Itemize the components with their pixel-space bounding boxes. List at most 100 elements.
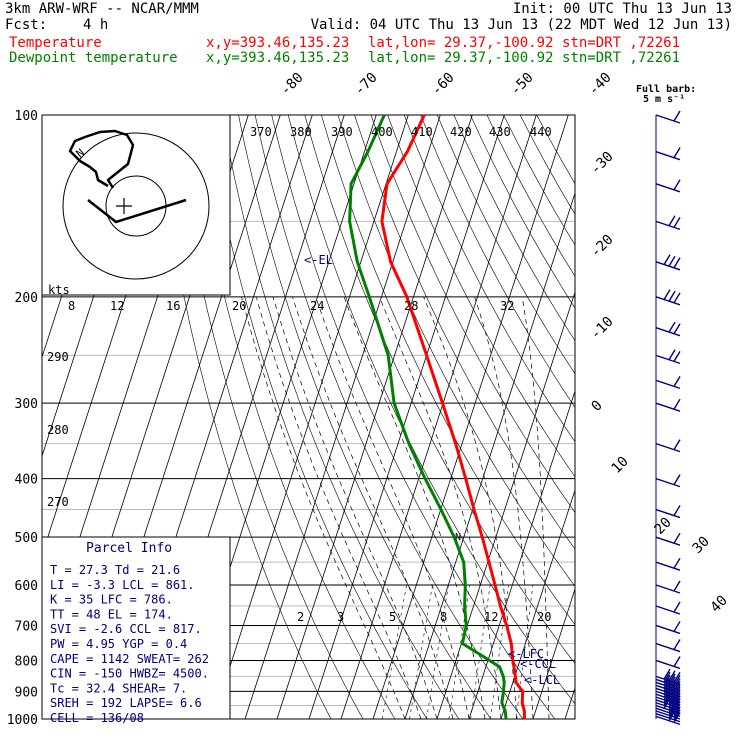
wind-barb xyxy=(655,656,681,670)
theta-label: 410 xyxy=(411,125,433,139)
barb-staff xyxy=(655,678,681,689)
parcel-row: CIN = -150 HWBZ= 4500. xyxy=(50,667,209,681)
parcel-row: K = 35 LFC = 786. xyxy=(50,593,173,607)
barb-flag xyxy=(673,474,681,486)
barb-staff xyxy=(655,296,681,306)
dewpoint-legend-station: stn=DRT ,72261 xyxy=(562,50,681,66)
isotherm-tick-label: -80 xyxy=(278,70,307,99)
barb-flag xyxy=(673,639,681,650)
isotherm-tick-label: 10 xyxy=(609,454,632,477)
barb-staff xyxy=(655,150,681,161)
barb-flag xyxy=(668,673,676,685)
parcel-mark: N xyxy=(455,532,461,543)
valid-time: Valid: 04 UTC Thu 13 Jun 13 (22 MDT Wed … xyxy=(310,17,732,33)
barb-staff xyxy=(655,354,681,365)
isotherm-line xyxy=(532,587,575,719)
dry-adiabat-line xyxy=(354,115,575,550)
barb-flag xyxy=(673,601,681,613)
mixing-ratio-label: 2 xyxy=(297,610,304,624)
pressure-tick-label: 400 xyxy=(15,473,38,488)
mixing-ratio-line xyxy=(489,584,509,719)
barb-staff xyxy=(655,379,681,390)
theta-label: 440 xyxy=(530,125,552,139)
hodograph-center xyxy=(116,198,132,214)
isotherm-tick-label: -60 xyxy=(429,70,458,99)
isotherm-line xyxy=(436,290,575,719)
parcel-row: SREH = 192 LAPSE= 6.6 xyxy=(50,696,202,710)
wind-barbs xyxy=(655,110,681,726)
wind-barb xyxy=(655,639,681,653)
wind-barb xyxy=(655,110,681,124)
wind-barb xyxy=(655,398,681,412)
dry-adiabat-line xyxy=(271,115,556,719)
hodograph-frame xyxy=(41,114,231,296)
isotherm-tick-label: 20 xyxy=(652,515,675,538)
wind-barb xyxy=(655,215,681,231)
barb-flag xyxy=(673,621,681,632)
theta-label: 380 xyxy=(290,125,312,139)
hodograph-ring-label: 16 xyxy=(166,299,180,313)
isotherm-line xyxy=(500,488,575,719)
barb-flag xyxy=(663,289,671,300)
wind-barb xyxy=(655,254,681,271)
mixing-ratio-line xyxy=(426,584,449,719)
barb-staff xyxy=(655,642,681,653)
pressure-tick-label: 1000 xyxy=(7,713,38,728)
wind-barb xyxy=(655,505,681,519)
barb-staff xyxy=(655,261,681,271)
temperature-legend-station: stn=DRT ,72261 xyxy=(562,35,681,51)
wind-barb xyxy=(655,321,681,337)
wind-barb xyxy=(655,474,681,488)
level-marker: <-CCL xyxy=(520,657,556,671)
dry-adiabat-line xyxy=(238,115,492,719)
pressure-tick-label: 700 xyxy=(15,619,38,634)
temperature-line xyxy=(380,115,526,719)
temperature-legend-name: Temperature xyxy=(9,35,102,51)
mixing-ratio-label: 3 xyxy=(337,610,344,624)
barb-legend-unit: 5 m s⁻¹ xyxy=(643,94,686,105)
barb-flag xyxy=(673,179,681,191)
forecast-hours: 4 h xyxy=(83,17,109,33)
level-marker: <-EL xyxy=(304,253,333,267)
barb-flag xyxy=(673,557,681,569)
pressure-tick-label: 600 xyxy=(15,579,38,594)
barb-flag xyxy=(673,375,681,387)
barb-staff xyxy=(655,713,681,723)
parcel-row: T = 27.3 Td = 21.6 xyxy=(50,563,180,577)
barb-staff xyxy=(655,690,681,701)
parcel-row: Tc = 32.4 SHEAR= 7. xyxy=(50,681,187,695)
model-title: 3km ARW-WRF -- NCAR/MMM xyxy=(5,1,199,17)
barb-staff xyxy=(655,183,681,193)
hodograph-ring-label: 12 xyxy=(110,299,124,313)
hodograph-ring-label: kts xyxy=(48,283,70,297)
isotherm-tick-label: 0 xyxy=(589,398,606,415)
dry-adiabat-line xyxy=(172,115,364,719)
moist-adiabat-line xyxy=(474,296,534,719)
barb-flag xyxy=(668,349,676,361)
dry-adiabat-line xyxy=(221,115,460,719)
barb-staff xyxy=(655,477,681,488)
dry-adiabat-line xyxy=(254,115,524,719)
hodograph-ring-label: 28 xyxy=(404,299,418,313)
theta-e-label: 290 xyxy=(47,350,69,364)
barb-staff xyxy=(655,693,681,703)
isotherm-line xyxy=(308,115,505,719)
barb-flag xyxy=(668,670,676,682)
barb-staff xyxy=(655,114,681,124)
moist-adiabat-line xyxy=(292,296,454,719)
mixing-ratio-line xyxy=(470,584,491,719)
init-time: Init: 00 UTC Thu 13 Jun 13 xyxy=(512,1,732,17)
pressure-tick-label: 200 xyxy=(15,291,38,306)
isotherm-tick-label: 30 xyxy=(690,534,713,557)
moist-adiabat-line xyxy=(272,296,438,719)
hodograph-ring-label: 32 xyxy=(500,299,514,313)
barb-flag xyxy=(673,147,681,159)
barb-staff xyxy=(655,402,681,412)
isotherm-tick-label: -30 xyxy=(588,149,617,178)
isotherm-line xyxy=(212,115,409,719)
barb-staff xyxy=(655,508,681,519)
barb-staff xyxy=(655,681,681,692)
sounding-clip xyxy=(348,115,526,719)
parcel-row: LI = -3.3 LCL = 861. xyxy=(50,578,195,592)
